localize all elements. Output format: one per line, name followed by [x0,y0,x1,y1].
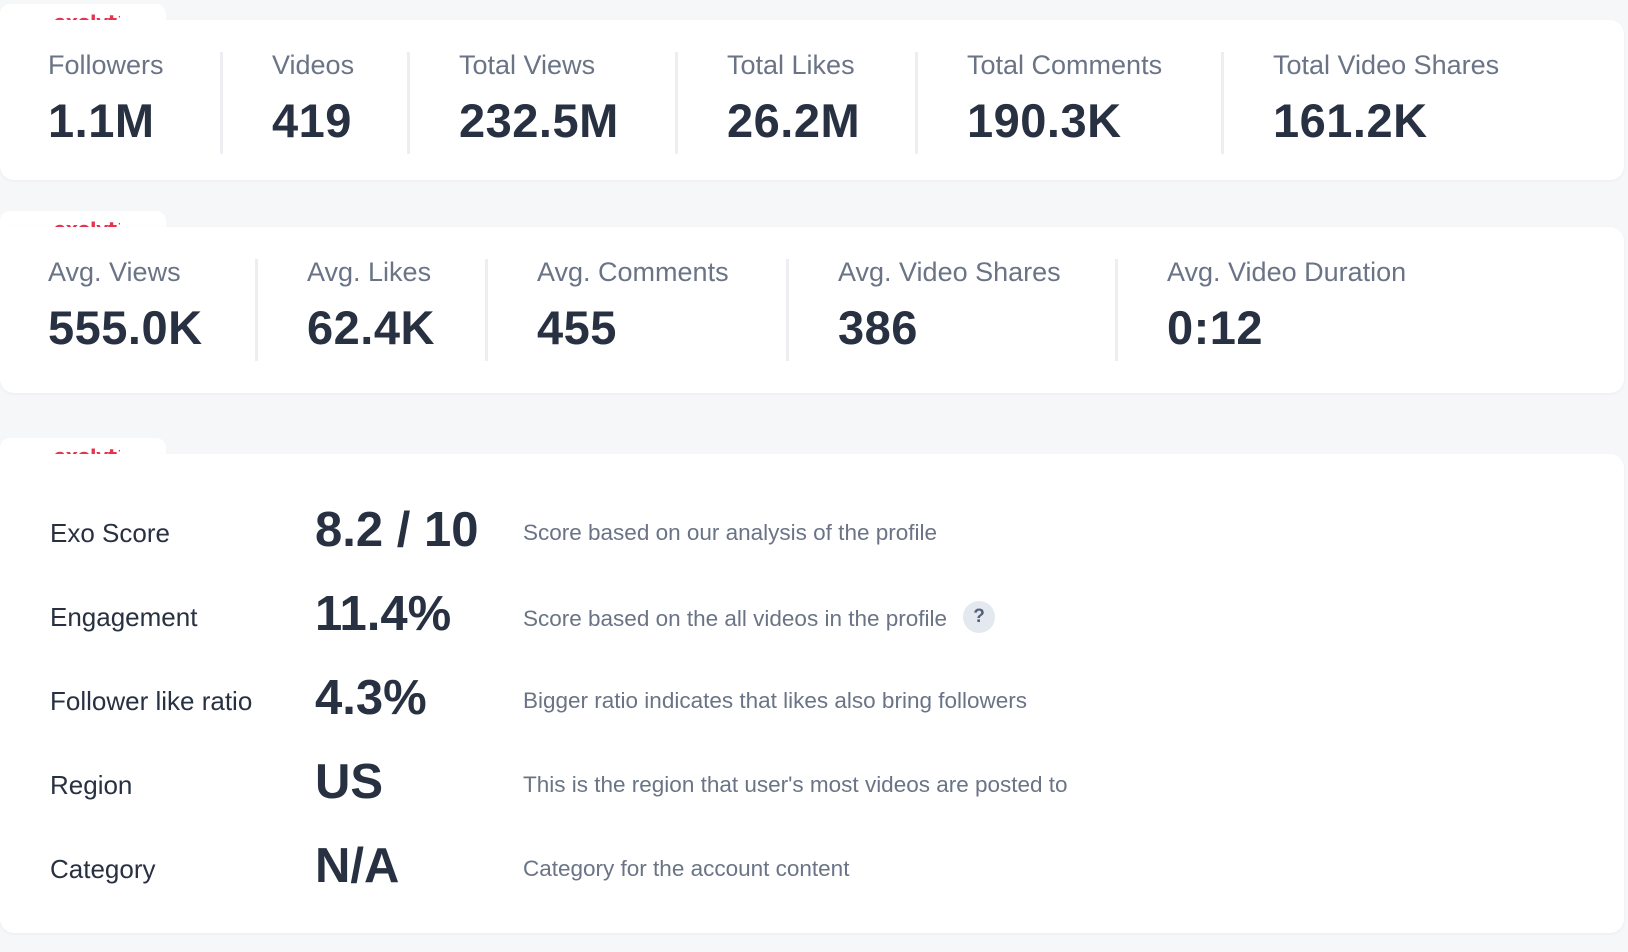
stat-value: 0:12 [1167,301,1264,354]
stat-avg-video-duration: Avg. Video Duration 0:12 [1167,257,1406,355]
stat-avg-comments: Avg. Comments 455 [537,257,729,355]
stat-label: Avg. Likes [307,257,432,287]
stat-label: Avg. Video Duration [1167,257,1407,287]
divider [675,52,678,154]
scores-card: Exo Score 8.2 / 10 Score based on our an… [0,454,1624,933]
divider [485,259,488,361]
score-row-follower-like-ratio: Follower like ratio 4.3% Bigger ratio in… [0,664,1624,734]
stat-total-comments: Total Comments 190.3K [967,50,1162,148]
score-description: Score based on the all videos in the pro… [523,601,996,636]
score-row-region: Region US This is the region that user's… [0,748,1624,818]
stat-videos: Videos 419 [272,50,354,148]
stat-value: 26.2M [727,94,861,147]
score-row-category: Category N/A Category for the account co… [0,832,1624,902]
score-description: This is the region that user's most vide… [523,772,1068,797]
score-description-text: Score based on the all videos in the pro… [523,605,948,631]
stat-label: Videos [272,50,355,80]
stat-value: 555.0K [48,301,203,354]
score-label: Exo Score [50,518,170,548]
stat-label: Total Comments [967,50,1163,80]
totals-card: Followers 1.1M Videos 419 Total Views 23… [0,20,1624,180]
stat-total-video-shares: Total Video Shares 161.2K [1273,50,1499,148]
divider [1221,52,1224,154]
score-value: 8.2 / 10 [315,503,479,557]
stat-value: 455 [537,301,617,354]
divider [786,259,789,361]
score-value: 11.4% [315,587,452,641]
stat-label: Avg. Video Shares [838,257,1061,287]
stat-total-views: Total Views 232.5M [459,50,619,148]
score-label: Follower like ratio [50,686,253,716]
score-description: Bigger ratio indicates that likes also b… [523,688,1027,713]
stat-avg-video-shares: Avg. Video Shares 386 [838,257,1061,355]
stat-value: 62.4K [307,301,435,354]
score-value: US [315,755,384,809]
stat-value: 1.1M [48,94,155,147]
stat-followers: Followers 1.1M [48,50,164,148]
stat-label: Followers [48,50,164,80]
averages-card: Avg. Views 555.0K Avg. Likes 62.4K Avg. … [0,227,1624,393]
score-row-exo-score: Exo Score 8.2 / 10 Score based on our an… [0,496,1624,566]
stat-label: Total Views [459,50,596,80]
stat-label: Total Likes [727,50,855,80]
score-value: 4.3% [315,671,427,725]
stat-value: 161.2K [1273,94,1428,147]
score-row-engagement: Engagement 11.4% Score based on the all … [0,580,1624,650]
help-icon[interactable]: ? [963,601,996,633]
divider [407,52,410,154]
stat-total-likes: Total Likes 26.2M [727,50,860,148]
stat-value: 386 [838,301,918,354]
score-value: N/A [315,839,400,893]
score-description: Category for the account content [523,856,850,881]
score-label: Category [50,854,156,884]
stat-label: Avg. Views [48,257,181,287]
score-description: Score based on our analysis of the profi… [523,520,937,545]
score-label: Engagement [50,602,198,632]
stat-avg-views: Avg. Views 555.0K [48,257,203,355]
stat-value: 190.3K [967,94,1122,147]
divider [1115,259,1118,361]
score-label: Region [50,770,133,800]
divider [915,52,918,154]
stat-label: Avg. Comments [537,257,729,287]
divider [255,259,258,361]
stat-value: 232.5M [459,94,619,147]
divider [220,52,223,154]
stat-value: 419 [272,94,352,147]
stat-label: Total Video Shares [1273,50,1500,80]
stat-avg-likes: Avg. Likes 62.4K [307,257,435,355]
